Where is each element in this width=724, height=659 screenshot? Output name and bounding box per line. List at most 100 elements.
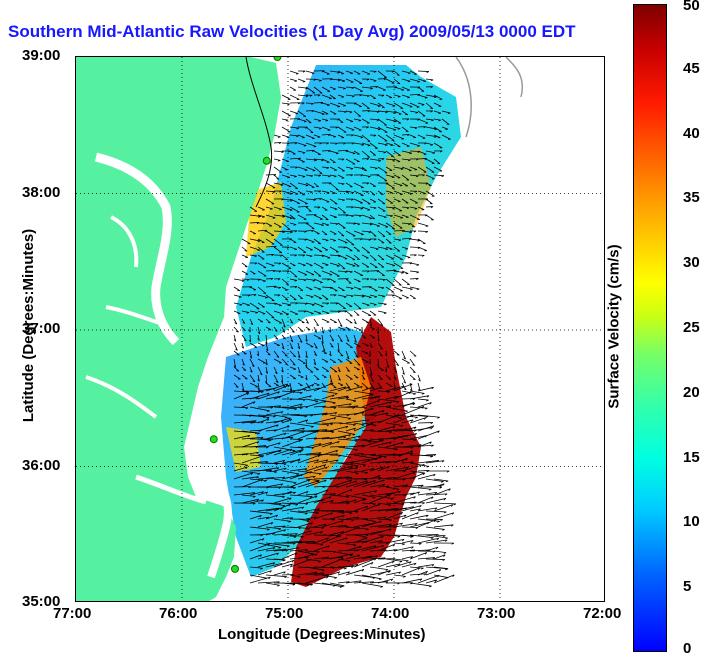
velocity-arrow <box>417 470 430 472</box>
velocity-arrow-head <box>401 272 404 274</box>
velocity-arrow-head <box>276 424 279 427</box>
velocity-arrow-head <box>301 506 305 509</box>
velocity-arrow <box>353 462 366 466</box>
velocity-arrow-head <box>365 472 368 474</box>
velocity-arrow <box>353 366 360 371</box>
velocity-arrow <box>345 214 354 217</box>
velocity-arrow-head <box>281 370 284 373</box>
velocity-arrow-head <box>342 199 345 202</box>
velocity-arrow <box>321 493 336 496</box>
velocity-arrow <box>273 390 296 400</box>
velocity-arrow <box>385 549 398 552</box>
velocity-arrow <box>337 334 343 342</box>
velocity-arrow <box>425 190 435 197</box>
velocity-arrow <box>329 494 349 498</box>
velocity-arrow-head <box>396 488 400 491</box>
velocity-arrow-head <box>305 95 309 98</box>
velocity-arrow <box>281 302 291 306</box>
velocity-arrow-head <box>375 248 379 251</box>
velocity-arrow <box>409 350 417 357</box>
velocity-arrow <box>417 246 427 252</box>
velocity-arrow <box>377 270 385 276</box>
velocity-arrow-head <box>380 347 383 350</box>
velocity-arrow <box>369 474 381 480</box>
velocity-arrow-head <box>387 466 390 469</box>
velocity-arrow <box>377 118 387 126</box>
velocity-arrow-head <box>439 486 443 489</box>
velocity-arrow <box>369 110 380 112</box>
velocity-arrow <box>257 552 279 560</box>
velocity-arrow <box>409 78 420 83</box>
velocity-arrow <box>321 534 339 537</box>
velocity-arrow <box>377 578 393 584</box>
velocity-arrow <box>385 441 404 448</box>
velocity-arrow <box>417 425 435 432</box>
velocity-arrow <box>401 190 413 195</box>
velocity-arrow <box>401 512 419 520</box>
velocity-arrow <box>233 350 240 356</box>
velocity-arrow-head <box>294 276 298 278</box>
velocity-arrow <box>345 126 355 131</box>
velocity-arrow <box>273 302 282 306</box>
velocity-arrow <box>249 382 259 388</box>
velocity-arrow <box>249 334 251 343</box>
velocity-arrow <box>321 166 329 169</box>
velocity-arrow <box>433 126 442 133</box>
velocity-arrow <box>297 318 305 324</box>
velocity-arrow <box>353 438 372 442</box>
velocity-arrow <box>313 302 324 307</box>
velocity-arrow-head <box>398 284 402 286</box>
velocity-arrow <box>409 470 425 474</box>
velocity-arrow <box>385 538 405 544</box>
velocity-arrow <box>385 502 405 505</box>
velocity-arrow <box>345 278 352 284</box>
velocity-arrow <box>289 78 298 82</box>
velocity-arrow-head <box>254 262 258 265</box>
velocity-arrow <box>393 358 400 366</box>
velocity-arrow-head <box>321 527 325 530</box>
velocity-arrow-head <box>250 370 253 373</box>
velocity-arrow-head <box>423 80 426 83</box>
velocity-arrow <box>249 318 254 325</box>
colorbar-tick-label: 15 <box>683 448 700 466</box>
velocity-arrow <box>329 246 339 253</box>
velocity-arrow-head <box>393 378 397 381</box>
velocity-arrow <box>281 182 292 187</box>
velocity-arrow <box>329 70 340 73</box>
velocity-arrow-head <box>330 423 333 426</box>
velocity-arrow-head <box>289 497 292 500</box>
velocity-arrow <box>257 310 266 315</box>
velocity-arrow-head <box>353 424 356 427</box>
velocity-arrow <box>265 462 287 465</box>
velocity-arrow <box>425 478 444 482</box>
velocity-arrow <box>329 582 345 587</box>
velocity-arrow-head <box>293 491 296 495</box>
velocity-arrow-head <box>310 296 314 298</box>
velocity-arrow <box>401 142 410 147</box>
velocity-arrow-head <box>439 485 443 488</box>
velocity-arrow-head <box>327 278 330 281</box>
velocity-arrow <box>337 382 344 386</box>
velocity-arrow-head <box>383 151 386 154</box>
velocity-arrow-head <box>281 151 284 154</box>
velocity-arrow <box>265 483 283 488</box>
velocity-arrow-head <box>287 545 290 548</box>
velocity-arrow-head <box>321 159 324 162</box>
velocity-arrow-head <box>366 278 370 281</box>
velocity-arrow <box>417 166 427 173</box>
velocity-arrow-head <box>278 528 282 531</box>
velocity-arrow-head <box>403 381 406 384</box>
velocity-arrow <box>321 334 324 344</box>
velocity-arrow-head <box>351 519 355 522</box>
velocity-arrow-head <box>388 504 392 507</box>
velocity-arrow-head <box>256 441 260 444</box>
velocity-arrow <box>337 78 345 82</box>
velocity-arrow-head <box>425 225 429 227</box>
velocity-arrow-head <box>253 420 257 423</box>
velocity-arrow <box>345 419 370 424</box>
velocity-arrow <box>329 318 337 323</box>
velocity-arrow <box>297 78 306 83</box>
velocity-arrow <box>233 492 255 496</box>
velocity-arrow <box>385 428 408 432</box>
velocity-arrow-head <box>353 427 356 431</box>
